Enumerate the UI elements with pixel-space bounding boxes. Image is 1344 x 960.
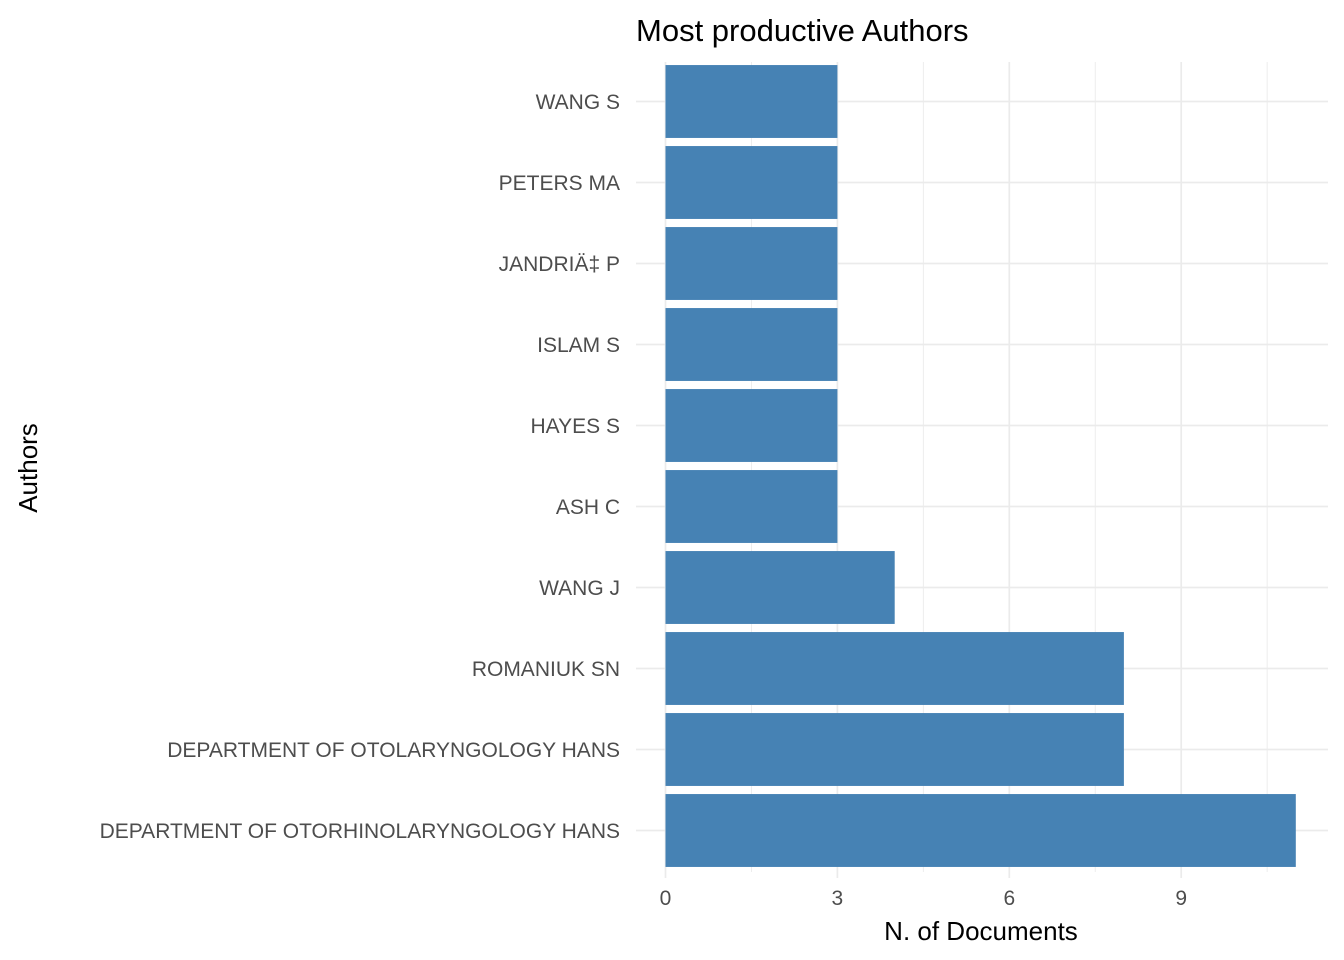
x-axis-title: N. of Documents (884, 916, 1078, 946)
x-tick-label: 6 (1003, 887, 1015, 910)
bar (665, 308, 838, 381)
bar (665, 146, 838, 219)
y-axis-title: Authors (13, 423, 43, 513)
bar (665, 227, 838, 300)
bar (665, 65, 838, 138)
bar (665, 713, 1124, 786)
y-tick-label: ISLAM S (537, 334, 620, 357)
bar (665, 551, 895, 624)
bar (665, 794, 1296, 867)
y-tick-labels: WANG S PETERS MA JANDRIÄ‡ P ISLAM S HAYES S A… (100, 91, 620, 843)
bar (665, 389, 838, 462)
y-tick-label: ROMANIUK SN (472, 658, 620, 681)
y-tick-label: JANDRIÄ‡ P (499, 253, 620, 276)
y-tick-label: DEPARTMENT OF OTORHINOLARYNGOLOGY HANS (100, 820, 620, 843)
y-tick-label: WANG J (539, 577, 620, 600)
bar (665, 470, 838, 543)
bars (665, 65, 1296, 867)
x-tick-label: 3 (832, 887, 844, 910)
x-tick-label: 0 (660, 887, 672, 910)
x-tick-labels: 0 3 6 9 (660, 887, 1187, 910)
x-tick-label: 9 (1175, 887, 1187, 910)
y-tick-label: HAYES S (531, 415, 620, 438)
chart-title: Most productive Authors (636, 13, 969, 48)
y-tick-label: DEPARTMENT OF OTOLARYNGOLOGY HANS (167, 739, 620, 762)
y-tick-label: ASH C (556, 496, 620, 519)
bar (665, 632, 1124, 705)
y-tick-label: WANG S (536, 91, 620, 114)
y-tick-label: PETERS MA (499, 172, 620, 195)
